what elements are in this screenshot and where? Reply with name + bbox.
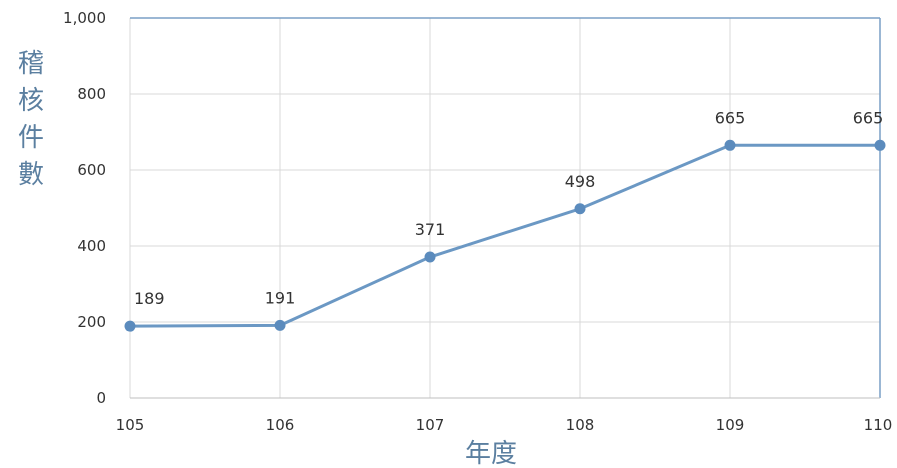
x-tick-label: 106 xyxy=(266,416,295,434)
x-tick-label: 105 xyxy=(116,416,145,434)
x-axis-label: 年度 xyxy=(465,439,517,468)
series-polyline xyxy=(129,143,880,328)
data-labels: 189 191 371 498 665 665 xyxy=(134,108,883,308)
y-tick-label: 400 xyxy=(77,237,106,255)
y-axis-label-char: 件 xyxy=(18,123,44,153)
data-point xyxy=(124,320,136,332)
x-tick-label: 108 xyxy=(566,416,595,434)
y-axis-label-char: 數 xyxy=(18,160,44,190)
y-tick-labels: 0 200 400 600 800 1,000 xyxy=(63,9,106,407)
x-tick-labels: 105 106 107 108 109 110 xyxy=(116,416,893,434)
y-tick-label: 1,000 xyxy=(63,9,106,27)
data-points xyxy=(124,139,886,332)
data-label: 498 xyxy=(565,172,596,191)
x-tick-label: 109 xyxy=(716,416,745,434)
y-tick-label: 200 xyxy=(77,313,106,331)
data-point xyxy=(424,251,436,263)
grid xyxy=(129,17,881,399)
data-label: 371 xyxy=(415,220,446,239)
x-tick-label: 110 xyxy=(864,416,893,434)
data-label: 189 xyxy=(134,289,165,308)
y-axis-label-char: 稽 xyxy=(18,49,44,79)
x-tick-label: 107 xyxy=(416,416,445,434)
data-point xyxy=(724,139,736,151)
data-point xyxy=(874,139,886,151)
series-line xyxy=(129,143,880,328)
y-tick-label: 600 xyxy=(77,161,106,179)
data-label: 191 xyxy=(265,288,296,307)
data-label: 665 xyxy=(853,108,884,127)
data-label: 665 xyxy=(715,108,746,127)
data-point xyxy=(274,319,286,331)
plot-frame xyxy=(130,17,881,399)
y-axis-label-char: 核 xyxy=(18,86,44,116)
y-tick-label: 800 xyxy=(77,85,106,103)
data-point xyxy=(574,203,586,215)
y-tick-label: 0 xyxy=(96,389,106,407)
